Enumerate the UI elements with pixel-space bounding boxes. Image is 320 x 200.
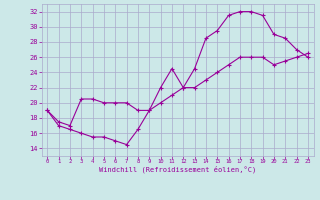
X-axis label: Windchill (Refroidissement éolien,°C): Windchill (Refroidissement éolien,°C) [99,166,256,173]
